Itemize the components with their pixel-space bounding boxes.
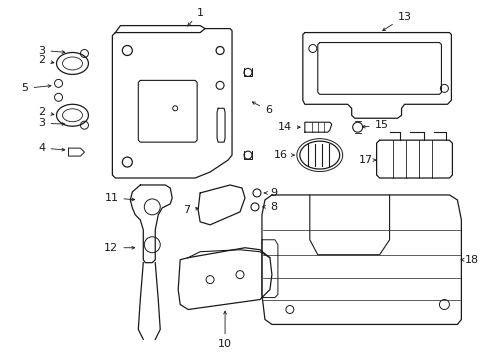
- Text: 10: 10: [218, 311, 232, 349]
- Text: 3: 3: [39, 45, 65, 55]
- Text: 3: 3: [39, 118, 64, 128]
- Text: 4: 4: [39, 143, 65, 153]
- Text: 13: 13: [382, 12, 411, 31]
- Text: 14: 14: [277, 122, 300, 132]
- Text: 8: 8: [262, 202, 277, 212]
- Text: 2: 2: [39, 107, 54, 117]
- Text: 18: 18: [460, 255, 478, 265]
- Text: 2: 2: [39, 55, 54, 66]
- Text: 6: 6: [252, 102, 271, 115]
- Text: 16: 16: [273, 150, 294, 160]
- Text: 17: 17: [358, 155, 375, 165]
- Text: 11: 11: [104, 193, 134, 203]
- Text: 15: 15: [362, 120, 388, 130]
- Text: 1: 1: [187, 8, 203, 26]
- Text: 7: 7: [183, 205, 198, 215]
- Text: 12: 12: [104, 243, 134, 253]
- Text: 5: 5: [21, 84, 51, 93]
- Text: 9: 9: [264, 188, 277, 198]
